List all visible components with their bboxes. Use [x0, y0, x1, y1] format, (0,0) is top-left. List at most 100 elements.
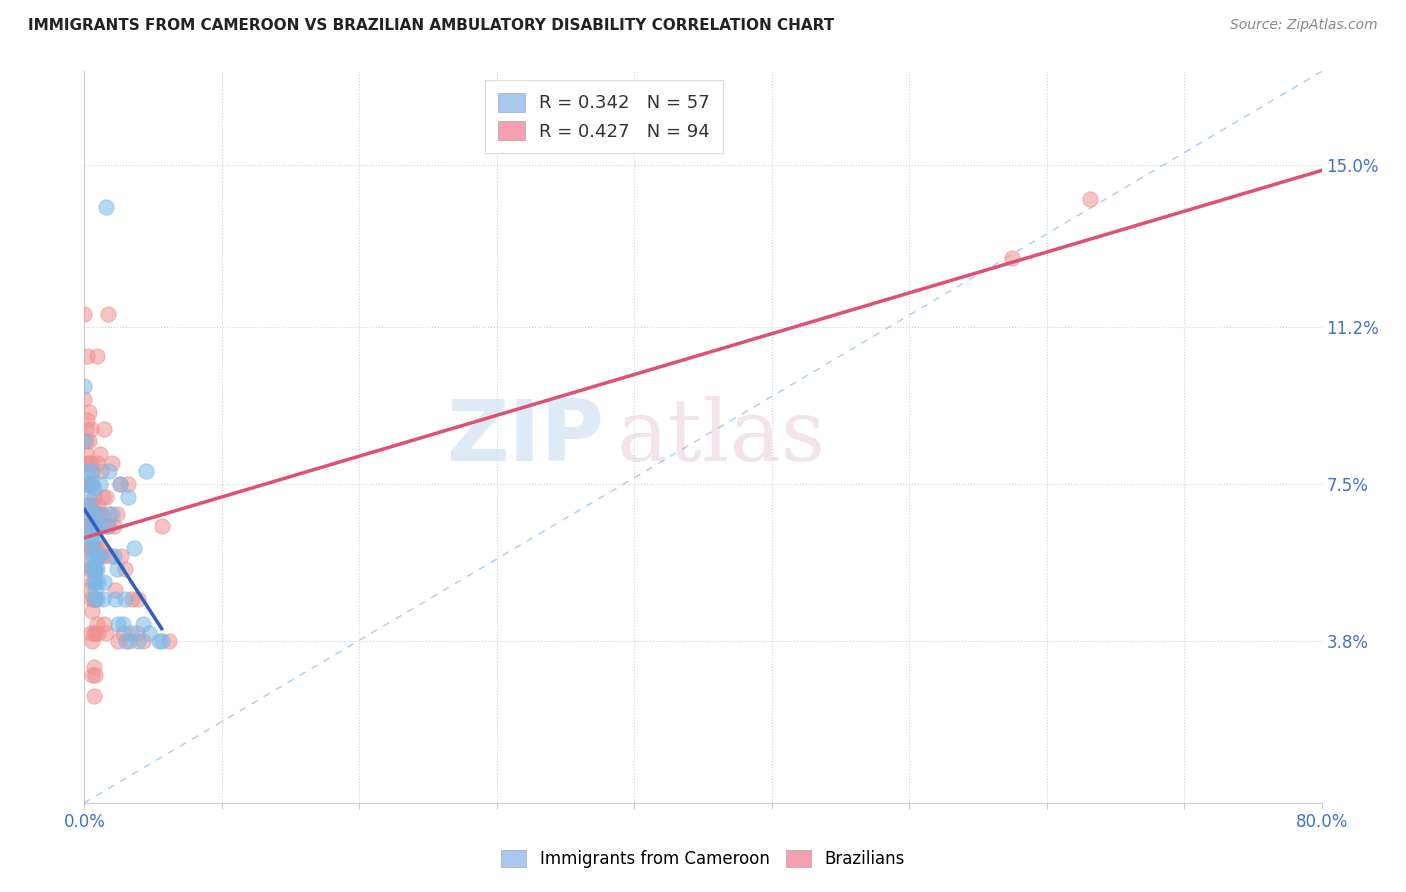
- Point: [120, 625, 142, 640]
- Point: [1001, 252, 1024, 266]
- Point: [77, 507, 100, 521]
- Point: [87, 519, 110, 533]
- Point: [79, 507, 101, 521]
- Point: [82, 464, 104, 478]
- Point: [98, 464, 121, 478]
- Point: [82, 553, 104, 567]
- Point: [83, 562, 105, 576]
- Point: [77, 583, 100, 598]
- Point: [83, 659, 105, 673]
- Point: [79, 532, 101, 546]
- Point: [150, 634, 173, 648]
- Point: [101, 456, 124, 470]
- Point: [91, 490, 114, 504]
- Point: [82, 634, 104, 648]
- Point: [103, 519, 125, 533]
- Point: [118, 634, 141, 648]
- Point: [76, 413, 98, 427]
- Point: [93, 574, 115, 589]
- Point: [84, 668, 107, 682]
- Point: [76, 519, 98, 533]
- Point: [84, 583, 107, 598]
- Point: [84, 591, 107, 606]
- Point: [108, 476, 131, 491]
- Point: [77, 404, 100, 418]
- Point: [90, 541, 112, 555]
- Point: [77, 434, 100, 449]
- Point: [79, 519, 101, 533]
- Point: [103, 549, 125, 563]
- Text: ZIP: ZIP: [446, 395, 605, 479]
- Point: [82, 476, 104, 491]
- Point: [93, 421, 115, 435]
- Point: [73, 307, 96, 321]
- Point: [86, 562, 108, 576]
- Point: [77, 490, 100, 504]
- Point: [83, 490, 105, 504]
- Point: [150, 519, 173, 533]
- Point: [77, 498, 100, 512]
- Point: [82, 498, 104, 512]
- Point: [76, 498, 98, 512]
- Point: [82, 574, 104, 589]
- Point: [79, 541, 101, 555]
- Point: [83, 532, 105, 546]
- Point: [83, 574, 105, 589]
- Text: Source: ZipAtlas.com: Source: ZipAtlas.com: [1230, 18, 1378, 32]
- Point: [110, 549, 132, 563]
- Point: [96, 307, 118, 321]
- Point: [83, 690, 105, 704]
- Text: IMMIGRANTS FROM CAMEROON VS BRAZILIAN AMBULATORY DISABILITY CORRELATION CHART: IMMIGRANTS FROM CAMEROON VS BRAZILIAN AM…: [28, 18, 834, 33]
- Point: [83, 507, 105, 521]
- Point: [114, 591, 136, 606]
- Point: [83, 519, 105, 533]
- Point: [96, 519, 118, 533]
- Point: [86, 349, 108, 363]
- Point: [77, 498, 100, 512]
- Point: [87, 625, 110, 640]
- Point: [90, 464, 112, 478]
- Point: [77, 476, 100, 491]
- Point: [73, 434, 96, 449]
- Point: [79, 456, 101, 470]
- Point: [91, 549, 114, 563]
- Point: [105, 562, 128, 576]
- Point: [159, 634, 180, 648]
- Legend: Immigrants from Cameroon, Brazilians: Immigrants from Cameroon, Brazilians: [495, 843, 911, 875]
- Point: [122, 541, 145, 555]
- Point: [121, 591, 143, 606]
- Point: [76, 476, 98, 491]
- Point: [87, 498, 110, 512]
- Point: [108, 476, 131, 491]
- Point: [115, 634, 138, 648]
- Point: [94, 201, 117, 215]
- Point: [79, 591, 101, 606]
- Point: [104, 583, 127, 598]
- Point: [84, 562, 107, 576]
- Point: [96, 519, 118, 533]
- Point: [112, 617, 135, 632]
- Point: [86, 549, 108, 563]
- Point: [83, 541, 105, 555]
- Point: [82, 519, 104, 533]
- Point: [86, 456, 108, 470]
- Point: [89, 476, 111, 491]
- Point: [1078, 192, 1101, 206]
- Point: [83, 519, 105, 533]
- Point: [87, 549, 110, 563]
- Point: [86, 591, 108, 606]
- Point: [127, 634, 149, 648]
- Point: [84, 574, 107, 589]
- Point: [79, 421, 101, 435]
- Point: [76, 456, 98, 470]
- Legend: R = 0.342   N = 57, R = 0.427   N = 94: R = 0.342 N = 57, R = 0.427 N = 94: [485, 80, 723, 153]
- Point: [107, 634, 129, 648]
- Point: [77, 562, 100, 576]
- Point: [83, 625, 105, 640]
- Point: [100, 549, 122, 563]
- Point: [73, 392, 96, 406]
- Point: [86, 617, 108, 632]
- Point: [83, 481, 105, 495]
- Point: [132, 617, 155, 632]
- Point: [90, 507, 112, 521]
